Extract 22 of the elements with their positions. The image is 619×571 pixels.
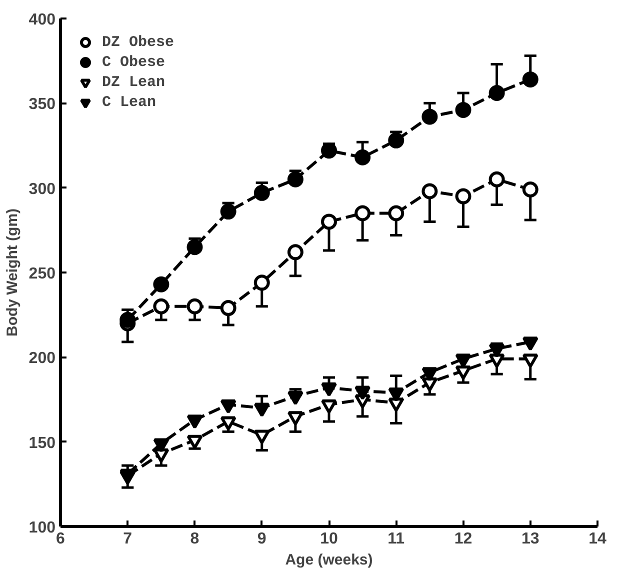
legend-label: DZ Lean — [102, 74, 166, 90]
x-tick-label: 9 — [257, 530, 266, 548]
x-tick-label: 7 — [123, 530, 132, 548]
y-tick-label: 250 — [28, 266, 56, 282]
x-tick-label: 11 — [388, 530, 405, 548]
x-tick-label: 14 — [588, 530, 606, 548]
legend-label: C Lean — [102, 94, 156, 110]
legend-label: C Obese — [102, 54, 166, 70]
x-tick-label: 12 — [454, 530, 472, 548]
y-tick-label: 400 — [28, 12, 56, 28]
y-tick-label: 150 — [28, 434, 56, 452]
y-tick-label: 300 — [28, 180, 56, 198]
x-axis-title: Age (weeks) — [285, 552, 373, 568]
x-tick-label: 8 — [190, 530, 200, 548]
x-tick-label: 6 — [56, 530, 66, 548]
y-tick-label: 350 — [28, 96, 56, 114]
y-tick-label: 200 — [28, 350, 56, 368]
y-tick-label: 100 — [28, 520, 56, 536]
x-tick-label: 13 — [521, 530, 540, 548]
y-axis-title: Body Weight (gm) — [4, 208, 21, 337]
legend-label: DZ Obese — [102, 34, 174, 50]
x-tick-label: 10 — [320, 530, 338, 548]
